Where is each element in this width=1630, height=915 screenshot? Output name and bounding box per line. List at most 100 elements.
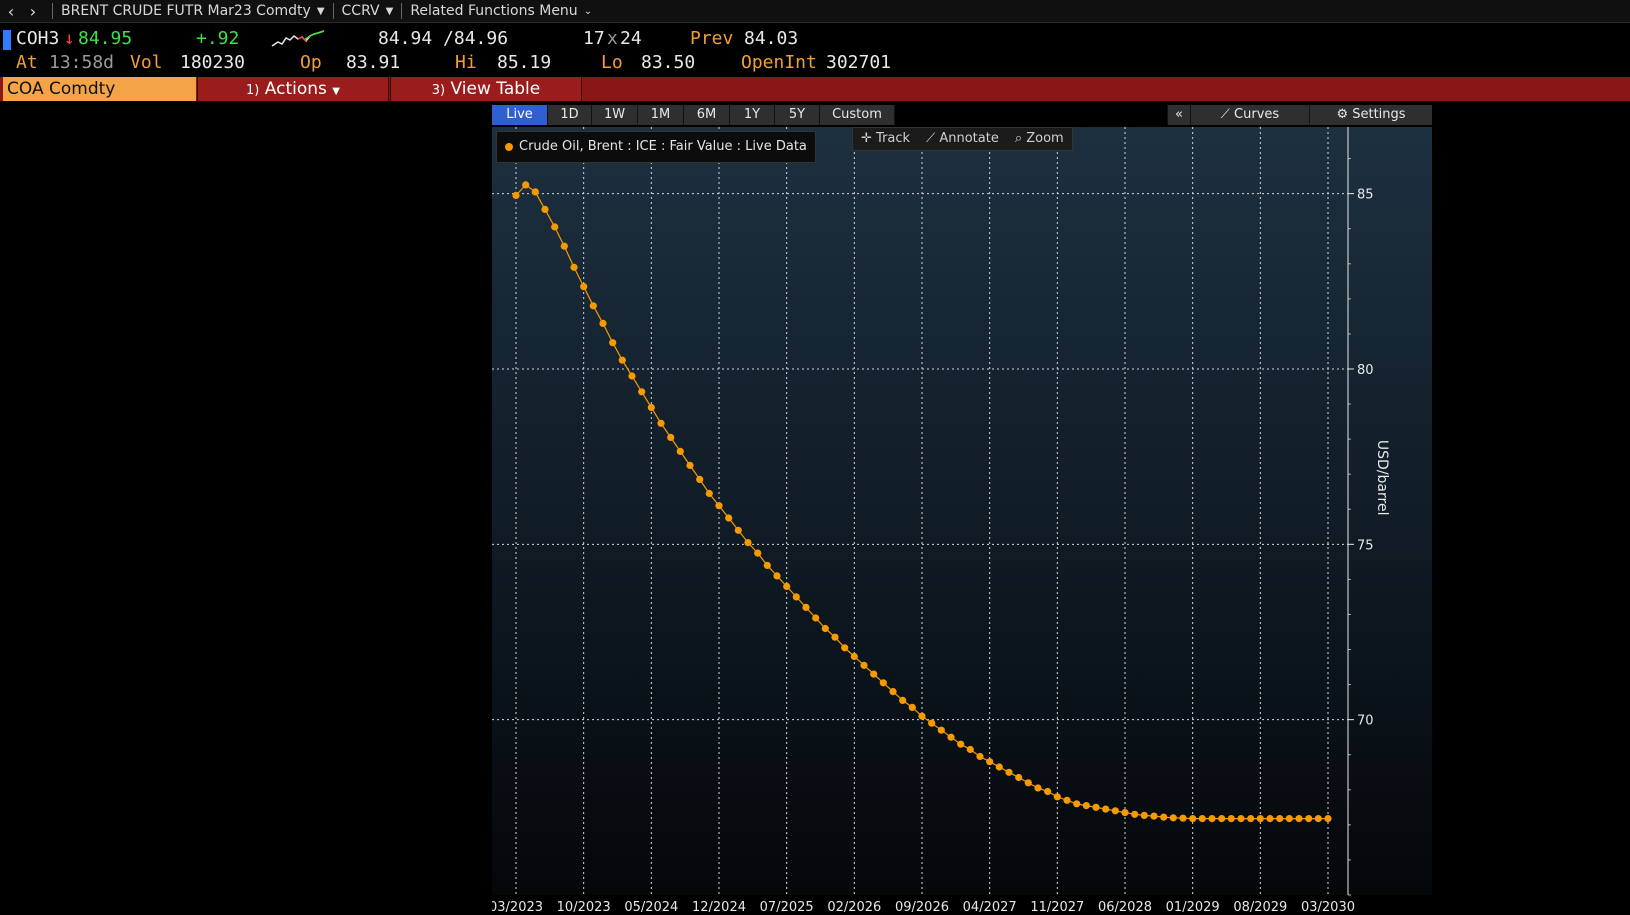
active-security-marker: [3, 30, 11, 50]
forward-arrow-icon[interactable]: ›: [29, 1, 37, 21]
data-point: [1121, 809, 1129, 817]
data-point: [686, 461, 694, 469]
settings-label: Settings: [1352, 107, 1406, 122]
settings-button[interactable]: ⚙ Settings: [1309, 105, 1432, 125]
data-point: [1276, 815, 1284, 823]
data-point: [763, 561, 771, 569]
prev-value: 84.03: [744, 28, 799, 49]
tab-1m[interactable]: 1M: [638, 105, 684, 125]
data-point: [676, 447, 684, 455]
sparkline-icon: [271, 30, 325, 47]
data-point: [899, 696, 907, 705]
security-selector[interactable]: BRENT CRUDE FUTR Mar23 Comdty ▼: [61, 3, 325, 19]
data-point: [812, 614, 820, 622]
plot-area[interactable]: [492, 127, 1432, 895]
data-point: [725, 514, 733, 522]
net-change: +.92: [196, 28, 240, 49]
data-point: [1218, 815, 1226, 823]
legend-dot-icon: [505, 142, 513, 151]
x-tick-label: 03/2023: [492, 900, 543, 915]
data-point: [1053, 793, 1061, 801]
data-point: [628, 372, 636, 380]
size-separator: x: [607, 28, 618, 49]
chevron-down-icon: ▼: [332, 86, 340, 97]
data-point: [802, 603, 810, 611]
high-value: 85.19: [497, 52, 552, 73]
time-label: At: [16, 52, 38, 73]
data-point: [783, 582, 791, 590]
x-tick-label: 12/2024: [692, 900, 746, 915]
annotate-button[interactable]: ⟋ Annotate: [918, 128, 1007, 150]
bid-size: 17: [583, 28, 605, 49]
low-value: 83.50: [641, 52, 696, 73]
y-tick-label: 80: [1357, 363, 1374, 378]
data-point: [744, 539, 752, 547]
data-point: [1208, 815, 1216, 823]
data-point: [1305, 815, 1313, 823]
open-interest-value: 302701: [826, 52, 892, 73]
data-point: [705, 489, 713, 498]
data-point: [918, 712, 926, 720]
tab-1w[interactable]: 1W: [592, 105, 638, 125]
data-point: [1063, 796, 1071, 804]
curves-icon: ⟋: [1220, 107, 1230, 122]
view-table-number: 3): [431, 83, 446, 98]
y-tick-label: 70: [1357, 714, 1374, 729]
collapse-button[interactable]: «: [1167, 105, 1190, 125]
data-point: [1227, 815, 1235, 823]
view-table-button[interactable]: 3) View Table: [390, 77, 582, 101]
data-point: [1256, 815, 1264, 823]
data-point: [860, 661, 868, 669]
divider: [52, 3, 53, 19]
data-point: [570, 263, 578, 271]
open-label: Op: [300, 52, 322, 73]
x-tick-label: 03/2030: [1301, 900, 1355, 915]
curve-chart-panel: Live 1D 1W 1M 6M 1Y 5Y Custom « ⟋ Curves…: [492, 105, 1432, 915]
data-point: [512, 191, 520, 199]
grid-lines: [492, 127, 1348, 895]
data-point: [908, 703, 916, 712]
curves-button[interactable]: ⟋ Curves: [1190, 105, 1309, 125]
data-point: [879, 679, 887, 687]
tab-live[interactable]: Live: [492, 105, 548, 125]
security-ticker-field[interactable]: COA Comdty: [3, 77, 196, 101]
tab-6m[interactable]: 6M: [684, 105, 730, 125]
security-label: BRENT CRUDE FUTR Mar23 Comdty: [61, 3, 311, 19]
quote-line-1: COH3 ↓ 84.95 +.92 84.94 /84.96 17 x 24 P…: [0, 28, 1630, 51]
function-selector[interactable]: CCRV ▼: [342, 3, 394, 19]
related-functions-label: Related Functions Menu: [410, 3, 578, 19]
data-point: [1179, 814, 1187, 822]
annotate-label: Annotate: [939, 131, 999, 146]
data-point: [1005, 768, 1013, 776]
magnifier-icon: ⌕: [1014, 131, 1023, 146]
prev-label: Prev: [690, 28, 734, 49]
data-point: [966, 745, 974, 754]
zoom-button[interactable]: ⌕ Zoom: [1007, 128, 1072, 150]
data-point: [773, 572, 781, 580]
data-point: [541, 205, 549, 213]
y-tick-label: 85: [1357, 188, 1374, 203]
actions-button[interactable]: 1) Actions ▼: [197, 77, 389, 101]
tab-custom[interactable]: Custom: [820, 105, 895, 125]
data-point: [1285, 815, 1293, 823]
data-point: [870, 670, 878, 678]
tab-1d[interactable]: 1D: [548, 105, 592, 125]
track-button[interactable]: ✛ Track: [853, 128, 918, 150]
data-point: [647, 403, 655, 412]
data-point: [947, 733, 955, 741]
data-point: [1324, 815, 1332, 823]
tab-1y[interactable]: 1Y: [730, 105, 775, 125]
forward-curve-chart[interactable]: 70 75 80 85 03/2023 10/2023 05/2024 12/2024 07/…: [492, 105, 1432, 915]
chevron-down-icon: ▼: [385, 5, 394, 17]
data-point: [696, 475, 704, 483]
function-label: CCRV: [341, 3, 380, 19]
data-point: [1198, 815, 1206, 823]
x-axis: 03/2023 10/2023 05/2024 12/2024 07/2025 02/20…: [492, 900, 1355, 915]
related-functions-menu[interactable]: Related Functions Menu ⌄: [410, 3, 592, 19]
data-point: [850, 652, 858, 661]
divider: [332, 3, 334, 19]
back-arrow-icon[interactable]: ‹: [7, 1, 15, 21]
tab-5y[interactable]: 5Y: [775, 105, 820, 125]
data-point: [1102, 805, 1110, 813]
data-point: [1034, 784, 1042, 792]
